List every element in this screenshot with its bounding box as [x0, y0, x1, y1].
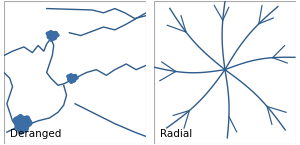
Polygon shape	[46, 31, 59, 41]
Polygon shape	[67, 74, 78, 83]
Text: Deranged: Deranged	[10, 129, 61, 139]
Text: Radial: Radial	[160, 129, 192, 139]
Polygon shape	[14, 115, 32, 134]
